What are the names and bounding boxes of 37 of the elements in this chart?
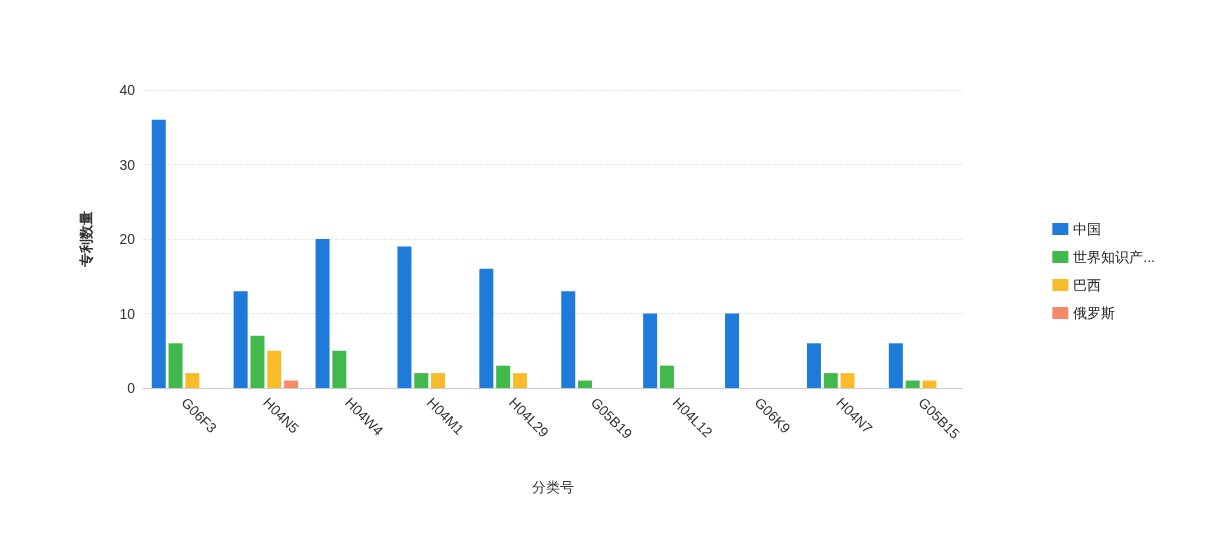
bar — [806, 343, 821, 388]
bar — [233, 291, 248, 388]
bar — [496, 365, 511, 388]
legend-label: 俄罗斯 — [1073, 305, 1116, 321]
bar — [643, 313, 658, 388]
bar — [725, 313, 740, 388]
bar — [185, 373, 200, 388]
y-tick-label: 0 — [127, 380, 136, 396]
bar — [332, 350, 347, 388]
y-tick-label: 30 — [119, 156, 136, 173]
bar — [922, 380, 937, 388]
bar — [823, 373, 838, 388]
legend-label: 中国 — [1073, 221, 1102, 237]
legend-label: 巴西 — [1073, 277, 1102, 293]
bar — [888, 343, 903, 388]
bar — [479, 268, 494, 388]
x-axis-title: 分类号 — [531, 479, 574, 495]
bar — [315, 239, 330, 388]
bar — [659, 365, 674, 388]
bar — [578, 380, 593, 388]
y-tick-label: 20 — [119, 231, 136, 247]
bar — [840, 373, 855, 388]
bar — [431, 373, 446, 388]
bar — [561, 291, 576, 388]
bar — [414, 373, 429, 388]
bar — [151, 119, 166, 388]
bar — [905, 380, 920, 388]
y-axis-title: 专利数量 — [78, 211, 94, 268]
bar — [168, 343, 183, 388]
bar — [284, 380, 299, 388]
y-tick-label: 10 — [119, 305, 136, 322]
legend-label: 世界知识产... — [1073, 249, 1155, 265]
bar — [397, 246, 412, 388]
bar — [267, 350, 282, 388]
bar — [250, 335, 265, 388]
bar — [512, 373, 527, 388]
y-tick-label: 40 — [119, 82, 136, 98]
